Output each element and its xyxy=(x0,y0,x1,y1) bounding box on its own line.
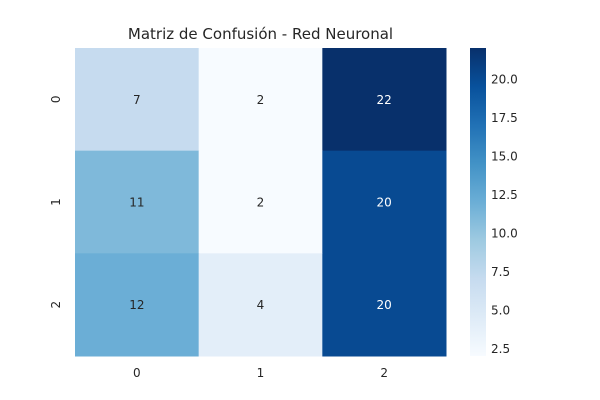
colorbar-tick-label: 5.0 xyxy=(491,303,510,317)
x-axis-ticks: 0 1 2 xyxy=(133,366,388,380)
x-tick-label: 1 xyxy=(257,366,265,380)
heatmap-cell xyxy=(198,253,323,357)
colorbar-tick-label: 15.0 xyxy=(491,149,518,163)
heatmap-cell xyxy=(322,150,447,254)
cell-value-label: 20 xyxy=(377,298,392,312)
y-tick-label: 0 xyxy=(49,96,63,104)
x-tick-label: 2 xyxy=(380,366,388,380)
colorbar-tick-label: 2.5 xyxy=(491,342,510,356)
y-axis-ticks: 0 1 2 xyxy=(49,96,63,309)
chart-title: Matriz de Confusión - Red Neuronal xyxy=(128,25,393,43)
heatmap-cell xyxy=(75,48,200,152)
cell-value-label: 11 xyxy=(129,196,144,210)
heatmap-cells xyxy=(75,48,447,357)
heatmap-cell xyxy=(75,150,200,254)
colorbar-tick-label: 20.0 xyxy=(491,72,518,86)
colorbar-tick-label: 7.5 xyxy=(491,265,510,279)
cell-value-label: 22 xyxy=(377,93,392,107)
colorbar-tick-label: 12.5 xyxy=(491,188,518,202)
heatmap-cell xyxy=(198,150,323,254)
cell-value-label: 2 xyxy=(257,93,265,107)
y-tick-label: 2 xyxy=(49,301,63,309)
cell-value-label: 2 xyxy=(257,196,265,210)
colorbar xyxy=(470,48,486,356)
y-tick-label: 1 xyxy=(49,198,63,206)
heatmap-cell xyxy=(322,48,447,152)
cell-value-label: 7 xyxy=(133,93,141,107)
x-tick-label: 0 xyxy=(133,366,141,380)
heatmap-cell xyxy=(198,48,323,152)
cell-value-label: 12 xyxy=(129,298,144,312)
colorbar-tick-label: 10.0 xyxy=(491,226,518,240)
heatmap-cell xyxy=(75,253,200,357)
heatmap-cell xyxy=(322,253,447,357)
colorbar-tick-label: 17.5 xyxy=(491,111,518,125)
cell-value-label: 4 xyxy=(257,298,265,312)
cell-value-label: 20 xyxy=(377,196,392,210)
colorbar-ticks: 2.5 5.0 7.5 10.0 12.5 15.0 17.5 20.0 xyxy=(491,72,518,356)
